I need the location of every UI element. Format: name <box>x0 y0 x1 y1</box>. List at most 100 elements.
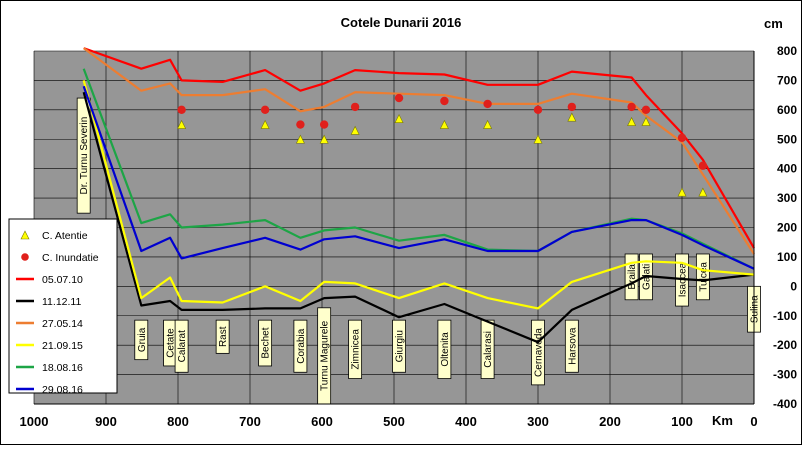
marker-inundatie <box>177 105 186 115</box>
legend-marker-inundatie <box>21 253 29 261</box>
station-label-box <box>624 253 639 301</box>
legend-item-05-07-10: 05.07.10 <box>16 274 83 286</box>
marker-atentie <box>350 125 360 135</box>
station-label-calarasi: Calarasi <box>480 319 495 379</box>
station-label-giurgiu: Giurgiu <box>392 319 406 373</box>
station-label-text: Calarat <box>177 330 188 362</box>
x-tick-label: 100 <box>671 414 693 429</box>
legend-label: 27.05.14 <box>42 318 83 330</box>
legend-item-18-08-16: 18.08.16 <box>16 362 83 374</box>
marker-atentie <box>698 187 708 197</box>
station-label-box <box>392 319 406 373</box>
x-tick-label: 800 <box>167 414 189 429</box>
series-line-27-05-14 <box>83 47 755 255</box>
x-tick-label: 1000 <box>20 414 49 429</box>
y-tick-label: -200 <box>773 338 797 352</box>
station-label-cetate: Cetate <box>163 319 177 367</box>
marker-atentie <box>641 116 651 126</box>
station-label-text: Giurgiu <box>395 330 406 362</box>
marker-atentie <box>483 119 493 129</box>
legend-label: 18.08.16 <box>42 362 83 374</box>
marker-atentie <box>677 187 687 197</box>
series-line-11-12-11 <box>82 91 755 344</box>
x-tick-label: 400 <box>455 414 477 429</box>
station-label-text: Braila <box>627 264 638 290</box>
legend-marker-atentie <box>20 230 30 240</box>
y-tick-label: -300 <box>773 368 797 382</box>
station-label-harsova: Harsova <box>564 319 579 373</box>
marker-atentie <box>567 112 577 122</box>
station-label-box <box>174 319 189 373</box>
x-tick-label: 200 <box>599 414 621 429</box>
y-tick-label: -400 <box>773 397 797 411</box>
station-label-tulcea: Tulcea <box>695 253 710 301</box>
station-label-braila: Braila <box>624 253 639 301</box>
marker-inundatie <box>350 102 360 112</box>
legend-item-29-08-16: 29.08.16 <box>16 384 83 396</box>
y-axis-label: cm <box>764 16 783 31</box>
station-label-text: Harsova <box>567 327 578 365</box>
y-tick-label: 800 <box>777 44 797 58</box>
x-tick-label: 900 <box>95 414 117 429</box>
series-line-05-07-10 <box>83 47 755 249</box>
marker-inundatie <box>260 105 270 115</box>
station-label-box <box>215 319 230 354</box>
station-label-oltenita: Oltenita <box>437 319 452 379</box>
station-label-box <box>76 97 91 214</box>
chart-title: Cotele Dunarii 2016 <box>341 15 462 30</box>
legend-item-21-09-15: 21.09.15 <box>16 340 83 352</box>
x-tick-label: 600 <box>311 414 333 429</box>
x-tick-label: 0 <box>750 414 757 429</box>
station-label-text: Gruia <box>137 327 148 352</box>
series-lines <box>82 47 755 344</box>
marker-inundatie <box>394 93 404 103</box>
station-label-box <box>564 319 579 373</box>
station-label-text: Cernavoda <box>534 328 545 377</box>
marker-atentie <box>260 119 270 129</box>
station-label-text: Calarasi <box>483 331 494 368</box>
station-label-zimnicea: Zimnicea <box>348 319 363 379</box>
legend-item-c-atentie: C. Atentie <box>20 230 88 242</box>
legend-items: C. Atentie C. Inundatie 05.07.10 11.12.11 27… <box>16 230 99 396</box>
marker-atentie <box>533 134 543 144</box>
station-label-text: Cetate <box>166 328 177 358</box>
series-line-29-08-16 <box>82 85 755 270</box>
station-label-corabia: Corabia <box>293 319 308 373</box>
station-label-box <box>531 319 545 386</box>
station-label-text: Dr. Turnu Severin <box>79 117 90 195</box>
x-tick-label: 300 <box>527 414 549 429</box>
legend-box <box>8 218 118 394</box>
marker-inundatie <box>483 99 492 109</box>
x-tick-label: 700 <box>239 414 261 429</box>
station-label-text: Tulcea <box>698 262 709 292</box>
y-tick-label: -100 <box>773 309 797 323</box>
marker-inundatie <box>440 96 449 106</box>
station-label-box <box>348 319 363 379</box>
station-label-turnu-magurele: Turnu Magurele <box>317 307 332 405</box>
y-tick-label: 100 <box>777 250 797 264</box>
marker-atentie <box>177 119 187 129</box>
marker-inundatie <box>627 102 636 112</box>
y-tick-label: 0 <box>790 279 797 293</box>
y-tick-label: 600 <box>777 103 797 117</box>
legend-item-c-inundatie: C. Inundatie <box>21 252 99 264</box>
marker-inundatie <box>698 161 708 170</box>
legend-label: 11.12.11 <box>42 296 81 308</box>
station-label-box <box>293 319 308 373</box>
station-label-bechet: Bechet <box>258 319 273 367</box>
x-tick-label: 500 <box>383 414 405 429</box>
station-label-text: Bechet <box>261 327 272 358</box>
marker-inundatie <box>296 120 305 129</box>
y-tick-label: 300 <box>777 191 797 205</box>
marker-atentie <box>319 134 329 144</box>
legend-label: C. Atentie <box>42 230 88 242</box>
marker-inundatie <box>319 120 329 129</box>
marker-inundatie <box>567 102 577 112</box>
station-label-text: Oltenita <box>440 332 451 367</box>
station-label-text: Rast <box>218 326 229 347</box>
legend-label: 21.09.15 <box>42 340 83 352</box>
tick-labels: -400 -300 -200 -100 0 100 200 300 400 500 600 700 80… <box>20 44 798 429</box>
station-label-text: Corabia <box>296 328 307 363</box>
station-label-gruia: Gruia <box>134 319 149 361</box>
